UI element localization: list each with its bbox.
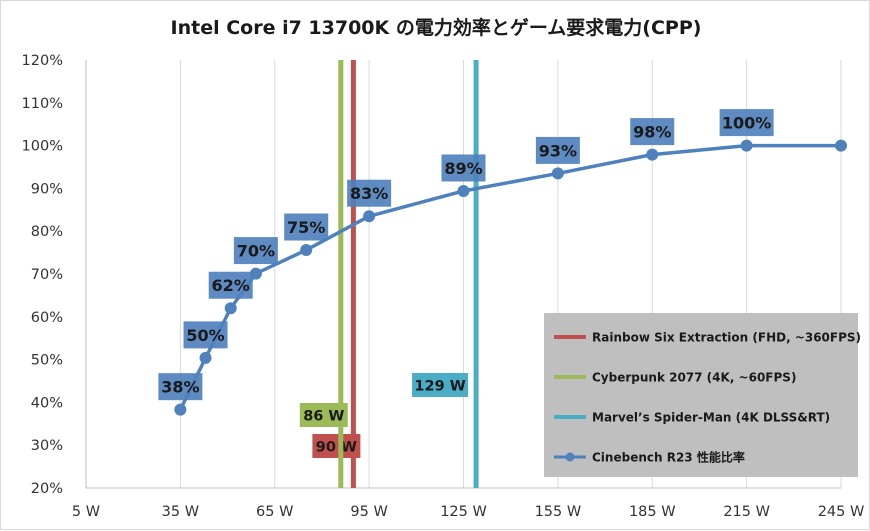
data-label-box <box>719 109 774 137</box>
series-point <box>199 351 212 364</box>
legend-marker <box>565 452 575 462</box>
data-label-box <box>347 179 392 207</box>
series-point <box>174 403 187 416</box>
vline-label-box <box>299 403 348 427</box>
y-tick-label: 80% <box>31 224 63 240</box>
vline-label: 86 W <box>303 409 344 425</box>
x-tick-label: 35 W <box>162 504 199 520</box>
data-label-box <box>630 118 675 146</box>
y-tick-label: 60% <box>31 310 63 326</box>
chart-title: Intel Core i7 13700K の電力効率とゲーム要求電力(CPP) <box>171 16 702 39</box>
data-label-box <box>208 271 253 299</box>
legend-label: Rainbow Six Extraction (FHD, ~360FPS) <box>592 331 861 345</box>
vline-label: 129 W <box>414 379 465 395</box>
series-point <box>646 148 659 161</box>
legend-label: Cyberpunk 2077 (4K, ~60FPS) <box>592 371 796 385</box>
x-tick-label: 5 W <box>72 504 100 520</box>
legend-label: Marvel’s Spider-Man (4K DLSS&RT) <box>592 411 830 425</box>
data-label: 50% <box>186 326 224 345</box>
y-tick-label: 120% <box>22 53 63 69</box>
data-label: 38% <box>161 378 199 397</box>
y-tick-label: 70% <box>31 267 63 283</box>
series-point <box>249 267 262 280</box>
y-tick-label: 110% <box>22 96 63 112</box>
x-tick-label: 125 W <box>440 504 487 520</box>
series-point <box>740 139 753 152</box>
x-tick-label: 155 W <box>535 504 582 520</box>
data-label: 83% <box>350 184 388 203</box>
data-label: 100% <box>722 114 771 133</box>
data-label-box <box>535 136 580 164</box>
series-point <box>457 184 470 197</box>
series-point <box>224 302 237 315</box>
vline-label: 90 W <box>316 440 357 456</box>
x-tick-label: 245 W <box>818 504 865 520</box>
x-tick-label: 185 W <box>629 504 676 520</box>
series-point <box>363 210 376 223</box>
vline-label-box <box>312 434 361 458</box>
x-tick-label: 65 W <box>256 504 293 520</box>
vline-label-box <box>412 373 469 397</box>
y-tick-label: 20% <box>31 481 63 497</box>
data-label: 98% <box>633 123 671 142</box>
series-point <box>300 244 313 257</box>
y-tick-label: 30% <box>31 438 63 454</box>
data-label: 70% <box>237 242 275 261</box>
y-tick-label: 100% <box>22 139 63 155</box>
data-label-box <box>441 154 486 182</box>
data-label: 93% <box>539 141 577 160</box>
y-tick-label: 90% <box>31 181 63 197</box>
x-tick-label: 95 W <box>350 504 387 520</box>
data-label: 89% <box>444 159 482 178</box>
legend-box <box>544 313 858 477</box>
data-label-box <box>183 321 228 349</box>
y-tick-label: 50% <box>31 353 63 369</box>
data-label: 75% <box>287 218 325 237</box>
y-tick-label: 40% <box>31 395 63 411</box>
series-point <box>551 167 564 180</box>
data-label-box <box>233 237 278 265</box>
legend-label: Cinebench R23 性能比率 <box>592 450 745 465</box>
data-label: 62% <box>212 276 250 295</box>
series-point <box>835 139 847 152</box>
data-label-box <box>284 213 329 241</box>
data-label-box <box>158 373 203 401</box>
x-tick-label: 215 W <box>723 504 770 520</box>
